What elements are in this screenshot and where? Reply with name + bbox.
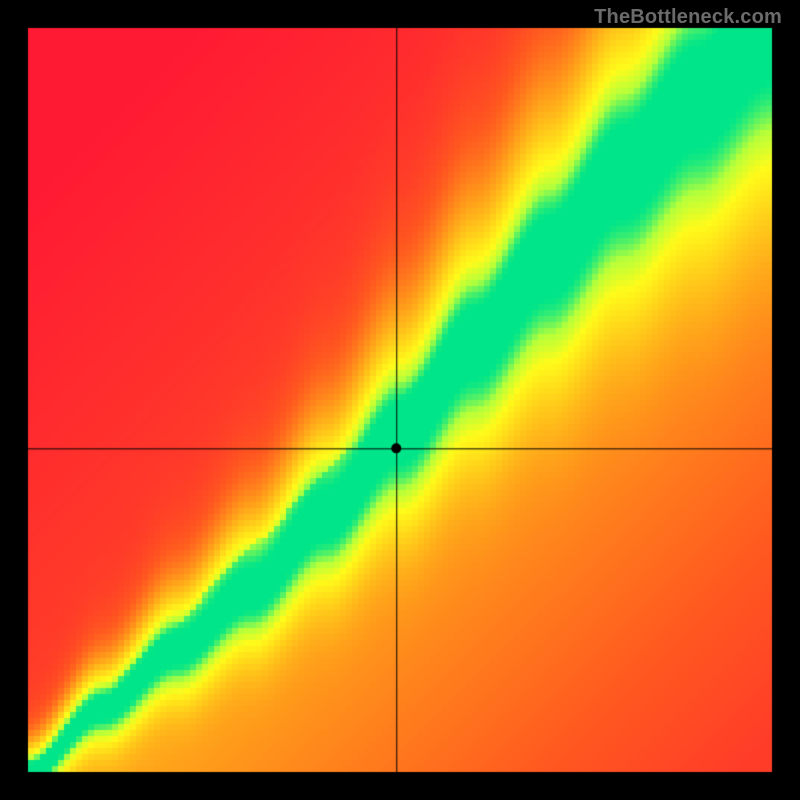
chart-container: TheBottleneck.com: [0, 0, 800, 800]
watermark-text: TheBottleneck.com: [594, 6, 782, 29]
heatmap-canvas: [0, 0, 800, 800]
